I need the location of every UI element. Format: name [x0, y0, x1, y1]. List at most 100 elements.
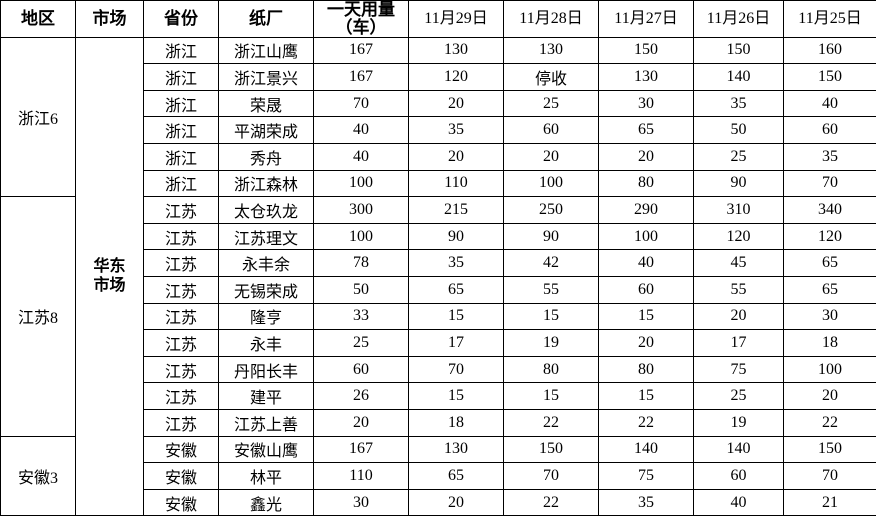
province-cell: 安徽 [144, 436, 219, 463]
province-cell: 江苏 [144, 383, 219, 410]
price-cell-1126: 150 [694, 37, 784, 64]
price-cell-1126: 140 [694, 64, 784, 91]
price-cell-1125: 30 [784, 303, 876, 330]
price-cell-1128: 15 [504, 303, 599, 330]
price-cell-1129: 65 [409, 277, 504, 304]
price-cell-1127: 22 [599, 410, 694, 437]
province-cell: 江苏 [144, 330, 219, 357]
column-header-date-1126: 11月26日 [694, 1, 784, 38]
mill-name-cell: 浙江森林 [219, 170, 314, 197]
daily-usage-cell: 40 [314, 117, 409, 144]
price-cell-1127: 20 [599, 144, 694, 171]
price-cell-1128: 42 [504, 250, 599, 277]
column-header-market: 市场 [76, 1, 144, 38]
price-cell-1128: 22 [504, 410, 599, 437]
price-cell-1125: 340 [784, 197, 876, 224]
daily-usage-cell: 70 [314, 90, 409, 117]
column-header-mill: 纸厂 [219, 1, 314, 38]
price-cell-1126: 75 [694, 356, 784, 383]
daily-usage-cell: 60 [314, 356, 409, 383]
price-cell-1128: 80 [504, 356, 599, 383]
price-cell-1127: 130 [599, 64, 694, 91]
price-cell-1126: 90 [694, 170, 784, 197]
mill-name-cell: 无锡荣成 [219, 277, 314, 304]
daily-usage-cell: 40 [314, 144, 409, 171]
mill-name-cell: 建平 [219, 383, 314, 410]
price-cell-1127: 140 [599, 436, 694, 463]
price-cell-1129: 15 [409, 383, 504, 410]
header-row: 地区 市场 省份 纸厂 一天用量 （车） 11月29日 11月28日 11月27… [1, 1, 876, 38]
price-cell-1129: 110 [409, 170, 504, 197]
price-cell-1127: 20 [599, 330, 694, 357]
price-cell-1129: 15 [409, 303, 504, 330]
price-cell-1129: 120 [409, 64, 504, 91]
province-cell: 江苏 [144, 277, 219, 304]
mill-name-cell: 林平 [219, 463, 314, 490]
mill-name-cell: 平湖荣成 [219, 117, 314, 144]
price-cell-1126: 55 [694, 277, 784, 304]
mill-name-cell: 永丰余 [219, 250, 314, 277]
mill-name-cell: 江苏上善 [219, 410, 314, 437]
price-cell-1125: 18 [784, 330, 876, 357]
price-cell-1127: 290 [599, 197, 694, 224]
daily-usage-cell: 100 [314, 170, 409, 197]
price-cell-1127: 15 [599, 383, 694, 410]
price-cell-1126: 45 [694, 250, 784, 277]
price-cell-1128: 60 [504, 117, 599, 144]
price-cell-1125: 65 [784, 277, 876, 304]
price-cell-1129: 90 [409, 223, 504, 250]
price-cell-1127: 35 [599, 489, 694, 516]
daily-usage-cell: 50 [314, 277, 409, 304]
price-cell-1128: 55 [504, 277, 599, 304]
price-cell-1127: 75 [599, 463, 694, 490]
table-header: 地区 市场 省份 纸厂 一天用量 （车） 11月29日 11月28日 11月27… [1, 1, 876, 38]
price-cell-1126: 120 [694, 223, 784, 250]
price-cell-1125: 22 [784, 410, 876, 437]
price-cell-1127: 15 [599, 303, 694, 330]
price-cell-1126: 40 [694, 489, 784, 516]
daily-usage-label-line1: 一天用量 [314, 1, 408, 19]
daily-usage-cell: 33 [314, 303, 409, 330]
daily-usage-cell: 25 [314, 330, 409, 357]
daily-usage-cell: 167 [314, 37, 409, 64]
price-cell-1128: 15 [504, 383, 599, 410]
province-cell: 江苏 [144, 223, 219, 250]
daily-usage-cell: 30 [314, 489, 409, 516]
price-cell-1125: 20 [784, 383, 876, 410]
price-cell-1128: 100 [504, 170, 599, 197]
price-cell-1128: 70 [504, 463, 599, 490]
price-cell-1128: 150 [504, 436, 599, 463]
price-cell-1125: 100 [784, 356, 876, 383]
price-cell-1129: 20 [409, 144, 504, 171]
price-cell-1127: 80 [599, 170, 694, 197]
price-cell-1129: 65 [409, 463, 504, 490]
price-cell-1126: 25 [694, 144, 784, 171]
price-cell-1129: 35 [409, 250, 504, 277]
daily-usage-cell: 100 [314, 223, 409, 250]
price-cell-1125: 150 [784, 436, 876, 463]
province-cell: 江苏 [144, 250, 219, 277]
price-cell-1127: 65 [599, 117, 694, 144]
province-cell: 安徽 [144, 489, 219, 516]
mill-name-cell: 安徽山鹰 [219, 436, 314, 463]
price-cell-1126: 60 [694, 463, 784, 490]
daily-usage-cell: 26 [314, 383, 409, 410]
column-header-date-1125: 11月25日 [784, 1, 876, 38]
province-cell: 浙江 [144, 37, 219, 64]
price-cell-1125: 70 [784, 463, 876, 490]
daily-usage-cell: 167 [314, 436, 409, 463]
province-cell: 浙江 [144, 64, 219, 91]
price-cell-1127: 30 [599, 90, 694, 117]
price-cell-1125: 60 [784, 117, 876, 144]
mill-name-cell: 丹阳长丰 [219, 356, 314, 383]
price-cell-1127: 80 [599, 356, 694, 383]
price-cell-1126: 35 [694, 90, 784, 117]
mill-name-cell: 浙江景兴 [219, 64, 314, 91]
price-cell-1125: 150 [784, 64, 876, 91]
price-cell-1125: 40 [784, 90, 876, 117]
mill-name-cell: 隆亨 [219, 303, 314, 330]
province-cell: 江苏 [144, 197, 219, 224]
column-header-date-1127: 11月27日 [599, 1, 694, 38]
